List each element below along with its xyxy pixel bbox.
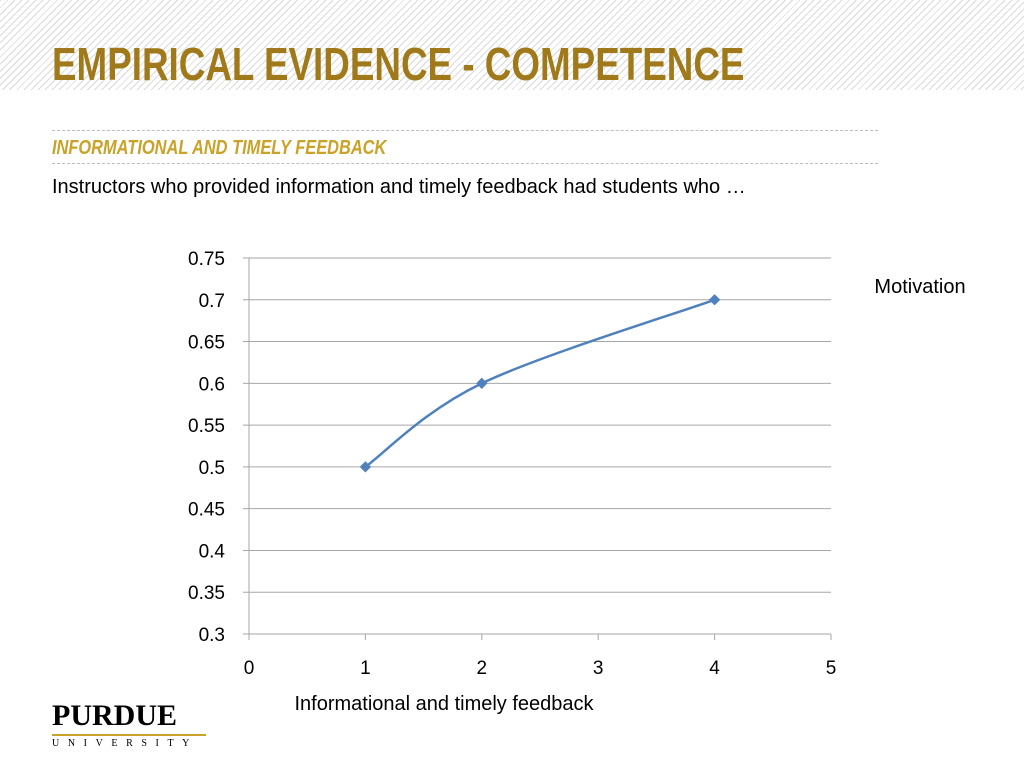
x-tick-label: 4	[709, 658, 720, 679]
x-tick-label: 0	[244, 658, 255, 679]
x-tick-label: 3	[593, 658, 604, 679]
slide-title: EMPIRICAL EVIDENCE - COMPETENCE	[52, 38, 745, 90]
y-tick-label: 0.35	[188, 583, 225, 604]
x-tick-label: 2	[477, 658, 488, 679]
tick-labels: 0.3 0.35 0.4 0.45 0.5 0.55 0.6 0.65 0.7 0.75 0 1 2 3 4…	[188, 249, 836, 679]
y-tick-label: 0.7	[199, 291, 225, 312]
data-point-marker	[359, 461, 372, 473]
slide-subtitle: INFORMATIONAL AND TIMELY FEEDBACK	[52, 137, 387, 159]
x-axis-label: Informational and timely feedback	[294, 693, 594, 715]
divider-bottom	[52, 163, 878, 164]
logo-rule	[52, 734, 206, 736]
logo-wordmark: PURDUE	[52, 699, 177, 732]
header-band	[0, 0, 1024, 90]
series-line-motivation	[364, 298, 716, 468]
data-point-marker	[476, 377, 488, 389]
y-tick-label: 0.55	[188, 416, 225, 437]
legend-entry-motivation: Motivation	[874, 276, 965, 298]
axes	[243, 257, 832, 640]
series-layer	[359, 294, 721, 473]
y-tick-label: 0.5	[199, 458, 225, 479]
logo-subtext: UNIVERSITY	[52, 738, 198, 749]
y-tick-label: 0.3	[199, 625, 225, 646]
y-tick-label: 0.65	[188, 333, 225, 354]
data-point-marker	[708, 294, 721, 306]
grid-lines	[249, 257, 831, 593]
y-tick-label: 0.45	[188, 500, 225, 521]
y-tick-label: 0.6	[199, 374, 225, 395]
purdue-logo: PURDUE UNIVERSITY	[52, 700, 212, 752]
divider-top	[52, 130, 878, 131]
x-tick-label: 5	[826, 658, 837, 679]
slide-body-text: Instructors who provided information and…	[52, 176, 746, 198]
x-tick-label: 1	[360, 658, 371, 679]
y-tick-label: 0.75	[188, 249, 225, 270]
y-tick-label: 0.4	[199, 541, 226, 562]
